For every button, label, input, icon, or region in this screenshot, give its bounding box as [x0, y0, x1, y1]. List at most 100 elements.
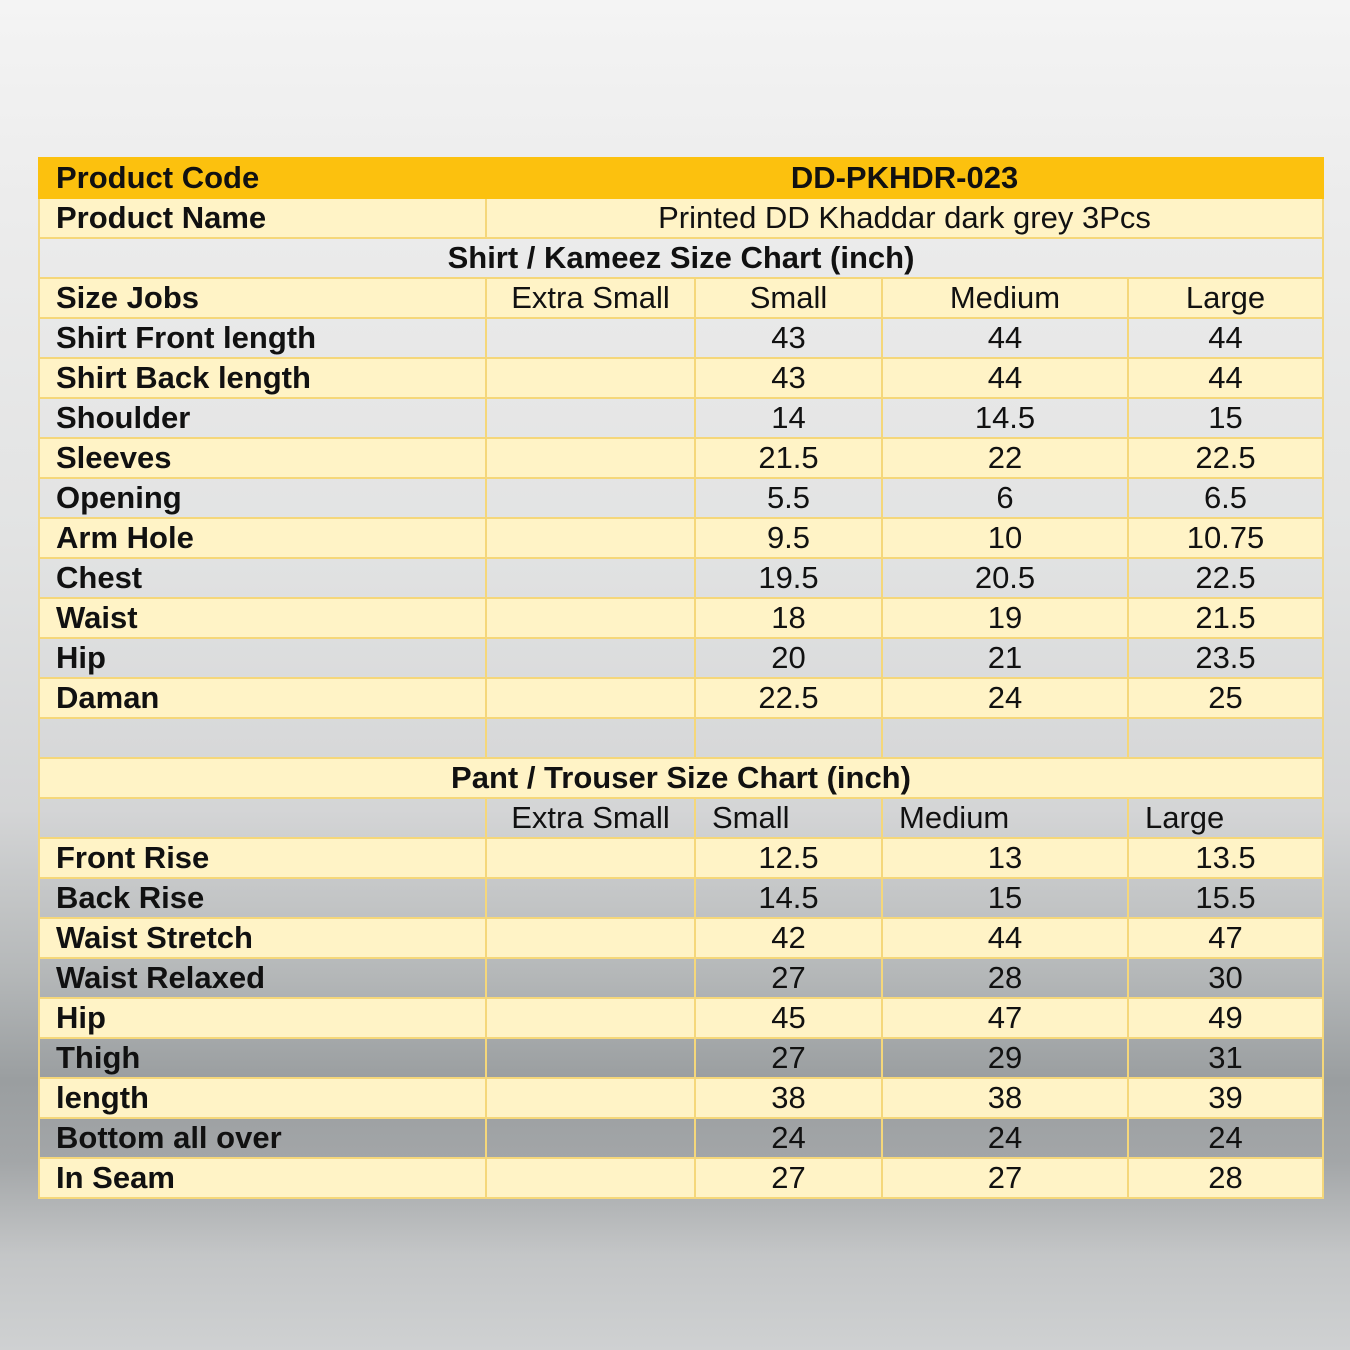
- value-cell: [485, 677, 696, 719]
- product-code-value: DD-PKHDR-023: [485, 157, 1324, 199]
- value-cell: 24: [881, 1117, 1129, 1159]
- value-cell: [485, 477, 696, 519]
- value-cell: [485, 557, 696, 599]
- empty-cell: [38, 717, 487, 759]
- value-cell: 27: [694, 1157, 883, 1199]
- value-cell: 31: [1127, 1037, 1324, 1079]
- table-row: Waist 18 19 21.5: [38, 597, 1324, 639]
- value-cell: 20: [694, 637, 883, 679]
- header-cell: Large: [1127, 277, 1324, 319]
- empty-cell: [1127, 717, 1324, 759]
- value-cell: [485, 637, 696, 679]
- empty-cell: [485, 717, 696, 759]
- value-cell: 24: [694, 1117, 883, 1159]
- value-cell: 14.5: [694, 877, 883, 919]
- pant-chart-title: Pant / Trouser Size Chart (inch): [38, 757, 1324, 799]
- value-cell: 18: [694, 597, 883, 639]
- row-label: In Seam: [38, 1157, 487, 1199]
- value-cell: 30: [1127, 957, 1324, 999]
- value-cell: 13.5: [1127, 837, 1324, 879]
- value-cell: 49: [1127, 997, 1324, 1039]
- row-label: Front Rise: [38, 837, 487, 879]
- value-cell: 22: [881, 437, 1129, 479]
- table-row: Daman 22.5 24 25: [38, 677, 1324, 719]
- value-cell: 21: [881, 637, 1129, 679]
- value-cell: 5.5: [694, 477, 883, 519]
- table-row: Waist Stretch 42 44 47: [38, 917, 1324, 959]
- value-cell: 20.5: [881, 557, 1129, 599]
- value-cell: 13: [881, 837, 1129, 879]
- table-row: Shirt Back length 43 44 44: [38, 357, 1324, 399]
- value-cell: 44: [881, 317, 1129, 359]
- table-row: Shirt Front length 43 44 44: [38, 317, 1324, 359]
- empty-cell: [881, 717, 1129, 759]
- product-name-label: Product Name: [38, 197, 487, 239]
- empty-cell: [694, 717, 883, 759]
- pant-title-row: Pant / Trouser Size Chart (inch): [38, 757, 1324, 799]
- value-cell: 43: [694, 317, 883, 359]
- product-name-row: Product Name Printed DD Khaddar dark gre…: [38, 197, 1324, 239]
- row-label: Sleeves: [38, 437, 487, 479]
- row-label: length: [38, 1077, 487, 1119]
- value-cell: 19.5: [694, 557, 883, 599]
- value-cell: 29: [881, 1037, 1129, 1079]
- value-cell: [485, 1117, 696, 1159]
- value-cell: [485, 317, 696, 359]
- value-cell: 27: [694, 957, 883, 999]
- value-cell: 24: [881, 677, 1129, 719]
- table-row: length 38 38 39: [38, 1077, 1324, 1119]
- row-label: Bottom all over: [38, 1117, 487, 1159]
- value-cell: 6.5: [1127, 477, 1324, 519]
- value-cell: 21.5: [1127, 597, 1324, 639]
- header-cell: Size Jobs: [38, 277, 487, 319]
- value-cell: 19: [881, 597, 1129, 639]
- row-label: Shirt Front length: [38, 317, 487, 359]
- value-cell: 47: [881, 997, 1129, 1039]
- value-cell: 47: [1127, 917, 1324, 959]
- value-cell: 9.5: [694, 517, 883, 559]
- value-cell: [485, 437, 696, 479]
- value-cell: [485, 1037, 696, 1079]
- row-label: Hip: [38, 637, 487, 679]
- value-cell: 14: [694, 397, 883, 439]
- row-label: Shoulder: [38, 397, 487, 439]
- shirt-header-row: Size Jobs Extra Small Small Medium Large: [38, 277, 1324, 319]
- value-cell: [485, 397, 696, 439]
- value-cell: 27: [881, 1157, 1129, 1199]
- value-cell: 28: [881, 957, 1129, 999]
- table-row: Hip 20 21 23.5: [38, 637, 1324, 679]
- value-cell: 10.75: [1127, 517, 1324, 559]
- value-cell: 28: [1127, 1157, 1324, 1199]
- value-cell: 23.5: [1127, 637, 1324, 679]
- value-cell: 38: [694, 1077, 883, 1119]
- table-row: Thigh 27 29 31: [38, 1037, 1324, 1079]
- header-cell: Small: [694, 797, 883, 839]
- value-cell: 44: [881, 917, 1129, 959]
- value-cell: [485, 837, 696, 879]
- value-cell: 38: [881, 1077, 1129, 1119]
- value-cell: 12.5: [694, 837, 883, 879]
- header-cell: Extra Small: [485, 797, 696, 839]
- value-cell: 44: [1127, 317, 1324, 359]
- value-cell: 24: [1127, 1117, 1324, 1159]
- value-cell: 44: [881, 357, 1129, 399]
- row-label: Thigh: [38, 1037, 487, 1079]
- value-cell: [485, 1077, 696, 1119]
- table-row: Front Rise 12.5 13 13.5: [38, 837, 1324, 879]
- row-label: Opening: [38, 477, 487, 519]
- row-label: Waist Relaxed: [38, 957, 487, 999]
- value-cell: 42: [694, 917, 883, 959]
- product-code-row: Product Code DD-PKHDR-023: [38, 157, 1324, 199]
- size-chart-table: Product Code DD-PKHDR-023 Product Name P…: [38, 157, 1324, 1199]
- pant-header-row: Extra Small Small Medium Large: [38, 797, 1324, 839]
- value-cell: 45: [694, 997, 883, 1039]
- table-row: Opening 5.5 6 6.5: [38, 477, 1324, 519]
- table-row: Waist Relaxed 27 28 30: [38, 957, 1324, 999]
- table-row: Hip 45 47 49: [38, 997, 1324, 1039]
- table-row: Back Rise 14.5 15 15.5: [38, 877, 1324, 919]
- header-cell: Medium: [881, 797, 1129, 839]
- value-cell: 22.5: [1127, 437, 1324, 479]
- empty-row: [38, 717, 1324, 759]
- row-label: Back Rise: [38, 877, 487, 919]
- row-label: Arm Hole: [38, 517, 487, 559]
